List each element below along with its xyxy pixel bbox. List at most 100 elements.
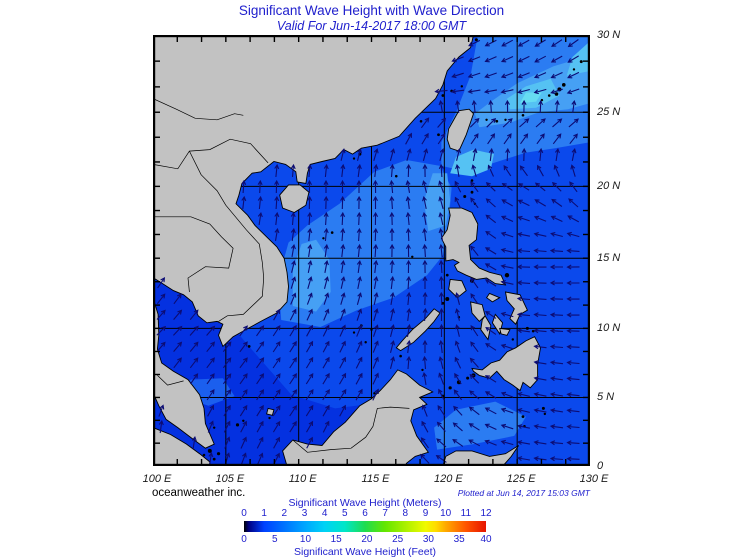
wave-region-luzon-strait-patch xyxy=(450,149,494,177)
colorbar-meters-value: 1 xyxy=(261,508,267,519)
lon-label: 130 E xyxy=(579,473,609,485)
small-island xyxy=(373,392,376,395)
wave-map xyxy=(153,35,590,466)
lat-label: 25 N xyxy=(597,106,621,119)
small-island xyxy=(579,60,583,64)
colorbar-feet-value: 30 xyxy=(422,534,434,545)
small-island xyxy=(235,423,240,427)
land-malay-peninsula xyxy=(153,297,215,449)
small-island xyxy=(202,453,206,457)
lon-label: 125 E xyxy=(506,473,536,485)
small-island xyxy=(504,118,507,121)
country-border xyxy=(153,216,234,293)
country-border xyxy=(153,138,269,170)
credit-text: oceanweather inc. xyxy=(152,487,246,499)
colorbar-meters-value: 11 xyxy=(460,508,472,519)
land-natuna xyxy=(266,407,275,416)
small-island xyxy=(445,273,449,277)
small-island xyxy=(448,386,452,390)
wave-region-west-luzon-core xyxy=(423,173,451,232)
lon-label: 115 E xyxy=(361,473,390,485)
land-bohol xyxy=(499,327,511,336)
lat-label: 15 N xyxy=(597,252,621,265)
wave-region-ne-corner-patch xyxy=(566,41,590,76)
small-island xyxy=(352,331,356,334)
colorbar-meters-value: 5 xyxy=(342,508,348,519)
small-island xyxy=(554,92,559,96)
small-island xyxy=(399,354,402,358)
small-island xyxy=(521,113,525,117)
colorbar-feet-value: 35 xyxy=(453,534,465,545)
small-island xyxy=(330,231,334,234)
colorbar-gradient xyxy=(244,521,486,532)
lon-label: 100 E xyxy=(142,473,172,485)
land-borneo xyxy=(282,369,434,466)
small-island xyxy=(364,341,367,344)
small-island xyxy=(511,338,514,341)
lat-label: 5 N xyxy=(597,391,615,404)
small-island xyxy=(540,98,544,102)
small-island xyxy=(370,328,373,331)
wave-region-off-vietnam-core xyxy=(292,239,331,312)
small-island xyxy=(419,119,423,123)
small-island xyxy=(268,416,271,420)
small-island xyxy=(247,344,251,348)
colorbar-meters-value: 12 xyxy=(480,508,492,519)
colorbar-feet-value: 10 xyxy=(299,534,312,545)
colorbar-feet-value: 15 xyxy=(330,534,342,545)
colorbar-title-feet: Significant Wave Height (Feet) xyxy=(293,546,436,558)
lon-label: 105 E xyxy=(215,473,245,485)
colorbar-meters-value: 4 xyxy=(321,508,328,519)
wave-region-celebes-sea xyxy=(434,401,526,450)
plotted-timestamp: Plotted at Jun 14, 2017 15:03 GMT xyxy=(457,488,590,498)
land-china-indochina xyxy=(153,35,474,348)
lon-label: 110 E xyxy=(288,473,317,485)
small-island xyxy=(474,38,478,42)
small-island xyxy=(521,415,525,419)
lat-label: 10 N xyxy=(597,322,621,335)
small-island xyxy=(470,190,474,194)
small-island xyxy=(463,195,467,199)
lat-label: 20 N xyxy=(597,180,621,193)
land-mindoro xyxy=(448,278,467,299)
lat-label: 0 xyxy=(597,460,604,472)
land-masbate xyxy=(485,292,501,303)
small-island xyxy=(445,297,450,302)
lon-label: 120 E xyxy=(433,473,463,485)
valid-time-subtitle: Valid For Jun-14-2017 18:00 GMT xyxy=(276,19,467,33)
land-panay xyxy=(470,301,486,323)
small-island xyxy=(322,237,325,240)
small-island xyxy=(411,255,414,258)
colorbar-title-meters: Significant Wave Height (Meters) xyxy=(288,497,442,509)
colorbar-meters-value: 2 xyxy=(281,508,288,519)
small-island xyxy=(216,452,221,456)
small-island xyxy=(212,457,216,461)
small-island xyxy=(543,412,547,416)
small-island xyxy=(352,157,356,160)
small-island xyxy=(421,368,424,372)
small-island xyxy=(470,179,474,182)
country-border xyxy=(189,150,263,263)
small-island xyxy=(485,118,488,121)
small-island xyxy=(541,406,545,410)
country-border xyxy=(153,98,244,121)
small-island xyxy=(547,94,551,97)
small-island xyxy=(207,448,212,453)
small-island xyxy=(212,426,216,429)
small-island xyxy=(561,83,566,87)
country-border xyxy=(157,375,184,386)
map-layers xyxy=(153,35,590,466)
small-island xyxy=(504,272,510,278)
colorbar-meters-value: 7 xyxy=(382,508,388,519)
colorbar-meters-value: 0 xyxy=(241,508,247,519)
land-palawan xyxy=(395,308,441,352)
colorbar-meters-value: 3 xyxy=(301,508,308,519)
colorbar-meters-value: 9 xyxy=(422,508,429,519)
small-island xyxy=(242,419,245,422)
country-border xyxy=(218,262,265,322)
lat-label: 30 N xyxy=(597,29,621,41)
colorbar-feet-value: 40 xyxy=(480,534,492,545)
colorbar-feet-value: 5 xyxy=(271,534,278,545)
small-island xyxy=(460,85,464,88)
